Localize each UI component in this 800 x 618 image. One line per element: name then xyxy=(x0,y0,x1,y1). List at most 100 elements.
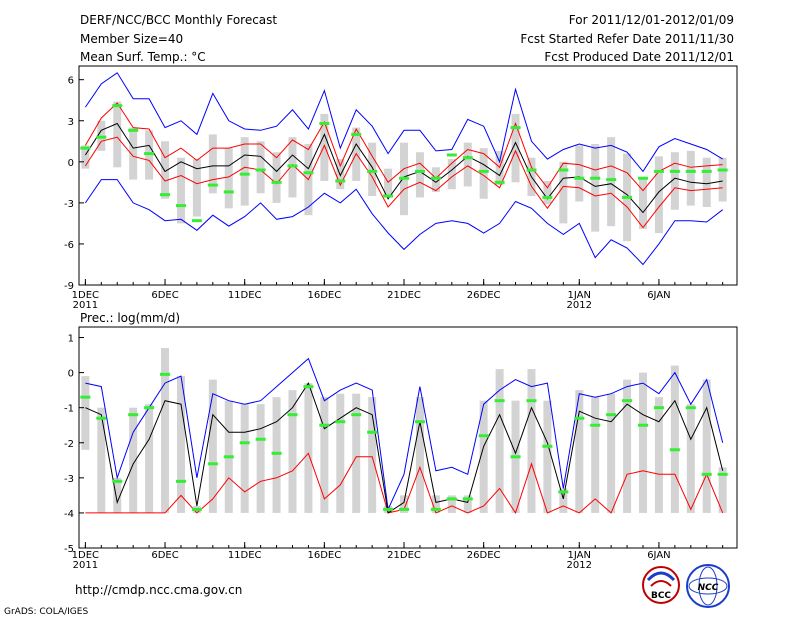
temp-xtick-label: 6DEC xyxy=(151,290,178,301)
precip-box xyxy=(654,397,663,513)
precip-observed-mark xyxy=(526,399,537,403)
temp-box xyxy=(161,141,170,199)
precip-observed-mark xyxy=(207,462,218,466)
temp-box xyxy=(654,156,663,233)
temp-observed-mark xyxy=(112,104,123,108)
precip-observed-mark xyxy=(558,490,569,494)
precip-observed-mark xyxy=(319,423,330,427)
temp-box xyxy=(543,180,552,205)
temp-xtick-label: 11DEC xyxy=(228,290,262,301)
precip-observed-mark xyxy=(669,448,680,452)
precip-observed-mark xyxy=(462,497,473,501)
precip-observed-mark xyxy=(590,423,601,427)
precip-title: Prec.: log(mm/d) xyxy=(80,311,180,325)
temp-box xyxy=(479,148,488,199)
precip-xtick-label: 16DEC xyxy=(307,550,341,561)
temp-observed-mark xyxy=(622,195,633,199)
precip-xtick-label: 11DEC xyxy=(228,550,262,561)
temp-box xyxy=(686,150,695,206)
precip-box xyxy=(415,397,424,513)
precip-ytick-label: -2 xyxy=(64,439,74,450)
temp-observed-mark xyxy=(590,176,601,180)
precip-observed-mark xyxy=(494,399,505,403)
temp-observed-mark xyxy=(207,183,218,187)
temp-xtick-label: 26DEC xyxy=(467,290,501,301)
temp-observed-mark xyxy=(653,169,664,173)
precip-box xyxy=(240,404,249,513)
precip-xtick-label: 26DEC xyxy=(467,550,501,561)
temp-observed-mark xyxy=(478,169,489,173)
precip-mean-line xyxy=(85,381,724,514)
precip-box xyxy=(176,376,185,513)
temp-ytick-label: 0 xyxy=(68,158,74,169)
temp-observed-mark xyxy=(271,180,282,184)
temp-box xyxy=(591,144,600,232)
precip-observed-mark xyxy=(160,372,171,376)
precip-box xyxy=(718,467,727,513)
temp-box xyxy=(113,101,122,168)
precip-observed-mark xyxy=(478,434,489,438)
temp-observed-mark xyxy=(319,121,330,125)
temp-observed-mark xyxy=(574,176,585,180)
precip-box xyxy=(591,397,600,513)
precip-box xyxy=(272,397,281,513)
temp-box xyxy=(447,159,456,190)
temp-observed-mark xyxy=(255,168,266,172)
temp-observed-mark xyxy=(558,168,569,172)
temp-observed-mark xyxy=(430,176,441,180)
temp-box xyxy=(176,157,185,224)
precip-box xyxy=(559,488,568,513)
precip-observed-mark xyxy=(144,406,155,410)
footer-url[interactable]: http://cmdp.ncc.cma.gov.cn xyxy=(75,583,242,597)
temp-observed-mark xyxy=(526,168,537,172)
temp-xtick-label: 1JAN xyxy=(568,290,591,301)
temp-blue-top-line xyxy=(84,72,723,173)
precip-xtick-label: 6DEC xyxy=(151,550,178,561)
temp-box xyxy=(575,145,584,202)
precip-ytick-label: -1 xyxy=(64,404,74,415)
precip-box xyxy=(208,379,217,513)
fcst-produced-date: Fcst Produced Date 2011/12/01 xyxy=(544,50,734,64)
temp-observed-mark xyxy=(175,204,186,208)
member-size: Member Size=40 xyxy=(80,32,183,46)
temp-box xyxy=(272,152,281,203)
temp-box xyxy=(559,161,568,224)
precip-box xyxy=(463,495,472,513)
temp-box xyxy=(256,141,265,194)
temp-xtick-year: 2012 xyxy=(567,300,592,311)
precip-box xyxy=(527,369,536,513)
figure-title: DERF/NCC/BCC Monthly Forecast xyxy=(80,13,277,27)
precip-box xyxy=(479,400,488,513)
temp-observed-mark xyxy=(128,128,139,132)
temp-ytick-label: -3 xyxy=(64,199,74,210)
precip-observed-mark xyxy=(335,420,346,424)
temp-observed-mark xyxy=(223,190,234,194)
temp-blue-bottom-line xyxy=(84,179,724,266)
precip-observed-mark xyxy=(112,479,123,483)
temp-observed-mark xyxy=(414,169,425,173)
precip-observed-mark xyxy=(622,399,633,403)
temp-box xyxy=(192,159,201,217)
temp-box xyxy=(639,178,647,229)
temp-observed-mark xyxy=(383,194,394,198)
temp-box xyxy=(208,134,217,194)
temp-observed-mark xyxy=(494,180,505,184)
precip-xtick-year: 2011 xyxy=(73,560,98,571)
temp-observed-mark xyxy=(510,126,521,130)
precip-observed-mark xyxy=(399,507,410,511)
temp-observed-mark xyxy=(685,169,696,173)
precip-xtick-label: 6JAN xyxy=(647,550,670,561)
temp-ytick-label: 3 xyxy=(68,117,74,128)
temp-observed-mark xyxy=(462,156,473,160)
precip-observed-mark xyxy=(653,406,664,410)
precip-observed-mark xyxy=(510,455,521,459)
precip-box xyxy=(543,400,552,513)
precip-observed-mark xyxy=(606,413,617,417)
precip-observed-mark xyxy=(239,441,250,445)
precip-box xyxy=(431,495,440,513)
grads-credit: GrADS: COLA/IGES xyxy=(4,607,88,617)
fcst-started-date: Fcst Started Refer Date 2011/11/30 xyxy=(520,32,734,46)
precip-box xyxy=(400,495,409,513)
precip-observed-mark xyxy=(383,507,394,511)
